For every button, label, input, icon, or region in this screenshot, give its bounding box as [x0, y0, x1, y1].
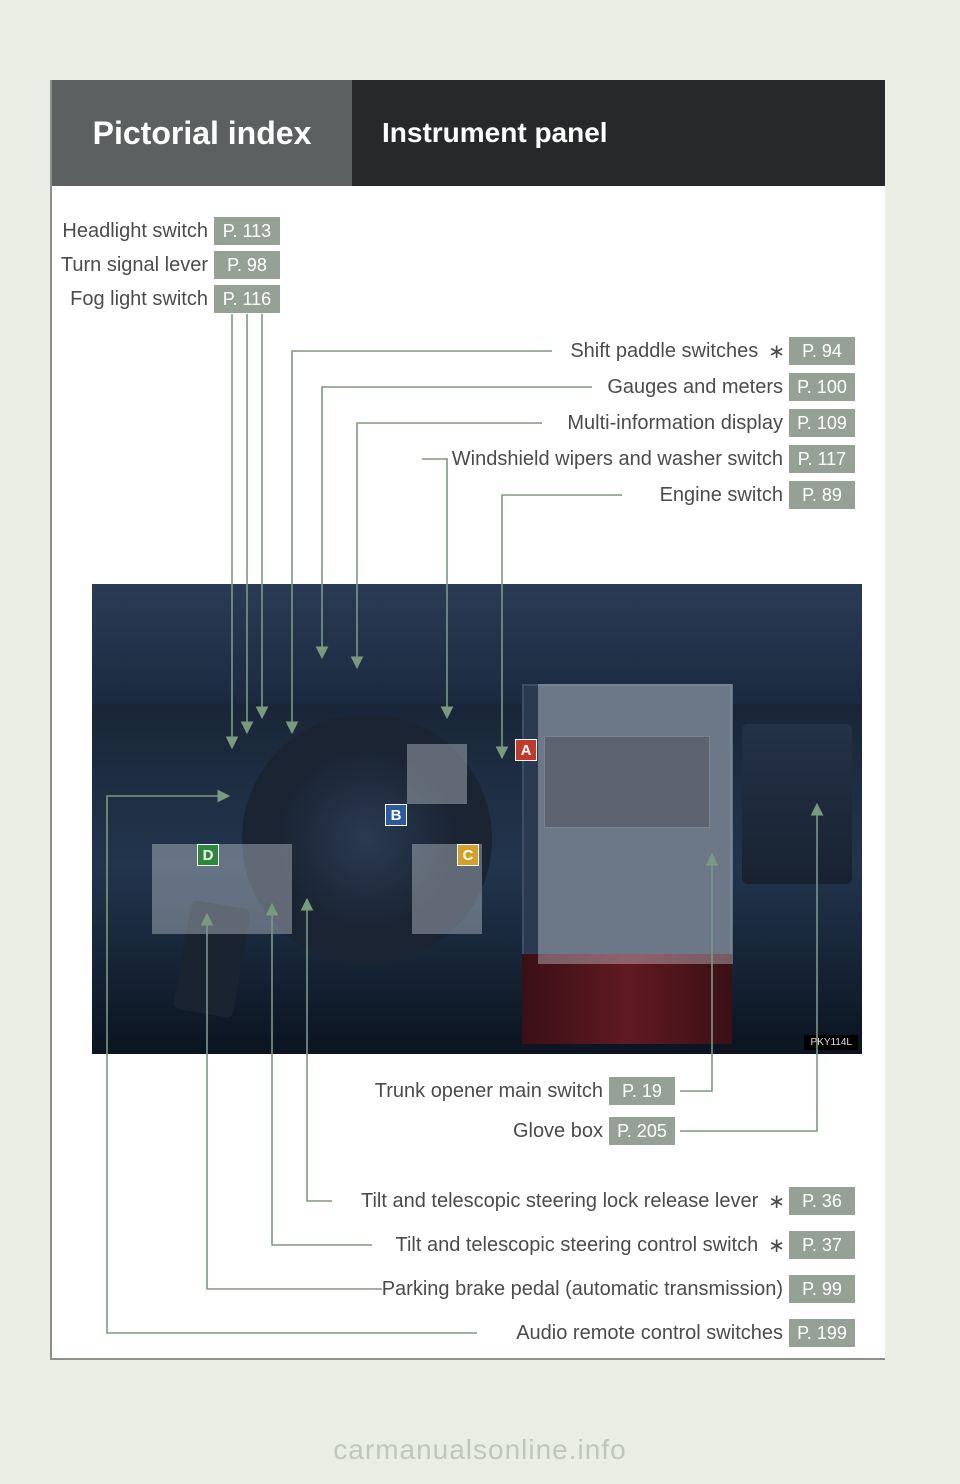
marker-c: C [457, 844, 479, 866]
label-multi-info: Multi-information display [567, 412, 789, 435]
row-engine: Engine switch P. 89 [660, 480, 855, 510]
badge-glove: P. 205 [609, 1117, 675, 1145]
label-tilt-lock: Tilt and telescopic steering lock releas… [361, 1190, 764, 1213]
label-shift-paddle: Shift paddle switches [570, 340, 764, 363]
marker-a: A [515, 739, 537, 761]
row-turn-signal: Turn signal lever P. 98 [61, 250, 280, 280]
marker-b: B [385, 804, 407, 826]
label-wipers: Windshield wipers and washer switch [452, 448, 789, 471]
header-left-title: Pictorial index [52, 80, 352, 186]
badge-gauges: P. 100 [789, 373, 855, 401]
label-fog: Fog light switch [70, 288, 214, 311]
marker-d: D [197, 844, 219, 866]
badge-trunk: P. 19 [609, 1077, 675, 1105]
content: Headlight switch P. 113 Turn signal leve… [52, 186, 885, 1358]
badge-tilt-control: P. 37 [789, 1231, 855, 1259]
badge-multi-info: P. 109 [789, 409, 855, 437]
badge-audio: P. 199 [789, 1319, 855, 1347]
row-wipers: Windshield wipers and washer switch P. 1… [452, 444, 855, 474]
label-gauges: Gauges and meters [607, 376, 789, 399]
badge-turn-signal: P. 98 [214, 251, 280, 279]
row-fog: Fog light switch P. 116 [70, 284, 280, 314]
dash-shifter [522, 954, 732, 1044]
row-tilt-lock: Tilt and telescopic steering lock releas… [361, 1186, 855, 1216]
watermark: carmanualsonline.info [0, 1434, 960, 1466]
dash-glove-area [742, 724, 852, 884]
row-headlight: Headlight switch P. 113 [62, 216, 280, 246]
label-audio: Audio remote control switches [516, 1322, 789, 1345]
highlight-a [538, 684, 733, 964]
badge-fog: P. 116 [214, 285, 280, 313]
row-gauges: Gauges and meters P. 100 [607, 372, 855, 402]
asterisk-tilt-control: ∗ [764, 1233, 789, 1258]
image-code: PKY114L [804, 1035, 858, 1050]
label-tilt-control: Tilt and telescopic steering control swi… [395, 1234, 764, 1257]
label-trunk: Trunk opener main switch [375, 1080, 609, 1103]
row-tilt-control: Tilt and telescopic steering control swi… [395, 1230, 855, 1260]
page: Pictorial index Instrument panel Headlig… [50, 80, 885, 1360]
badge-engine: P. 89 [789, 481, 855, 509]
header-right-title: Instrument panel [352, 80, 885, 186]
label-engine: Engine switch [660, 484, 789, 507]
asterisk-tilt-lock: ∗ [764, 1189, 789, 1214]
badge-parking: P. 99 [789, 1275, 855, 1303]
highlight-b [407, 744, 467, 804]
dashboard-image: A B C D PKY114L [92, 584, 862, 1054]
label-turn-signal: Turn signal lever [61, 254, 214, 277]
row-shift-paddle: Shift paddle switches ∗ P. 94 [570, 336, 855, 366]
header: Pictorial index Instrument panel [52, 80, 885, 186]
badge-headlight: P. 113 [214, 217, 280, 245]
highlight-d [152, 844, 292, 934]
dash-top [92, 584, 862, 704]
asterisk-shift-paddle: ∗ [764, 339, 789, 364]
row-trunk: Trunk opener main switch P. 19 [375, 1076, 675, 1106]
badge-shift-paddle: P. 94 [789, 337, 855, 365]
row-audio: Audio remote control switches P. 199 [516, 1318, 855, 1348]
row-parking: Parking brake pedal (automatic transmiss… [382, 1274, 855, 1304]
row-multi-info: Multi-information display P. 109 [567, 408, 855, 438]
row-glove: Glove box P. 205 [513, 1116, 675, 1146]
badge-wipers: P. 117 [789, 445, 855, 473]
label-glove: Glove box [513, 1120, 609, 1143]
label-headlight: Headlight switch [62, 220, 214, 243]
label-parking: Parking brake pedal (automatic transmiss… [382, 1278, 789, 1301]
badge-tilt-lock: P. 36 [789, 1187, 855, 1215]
